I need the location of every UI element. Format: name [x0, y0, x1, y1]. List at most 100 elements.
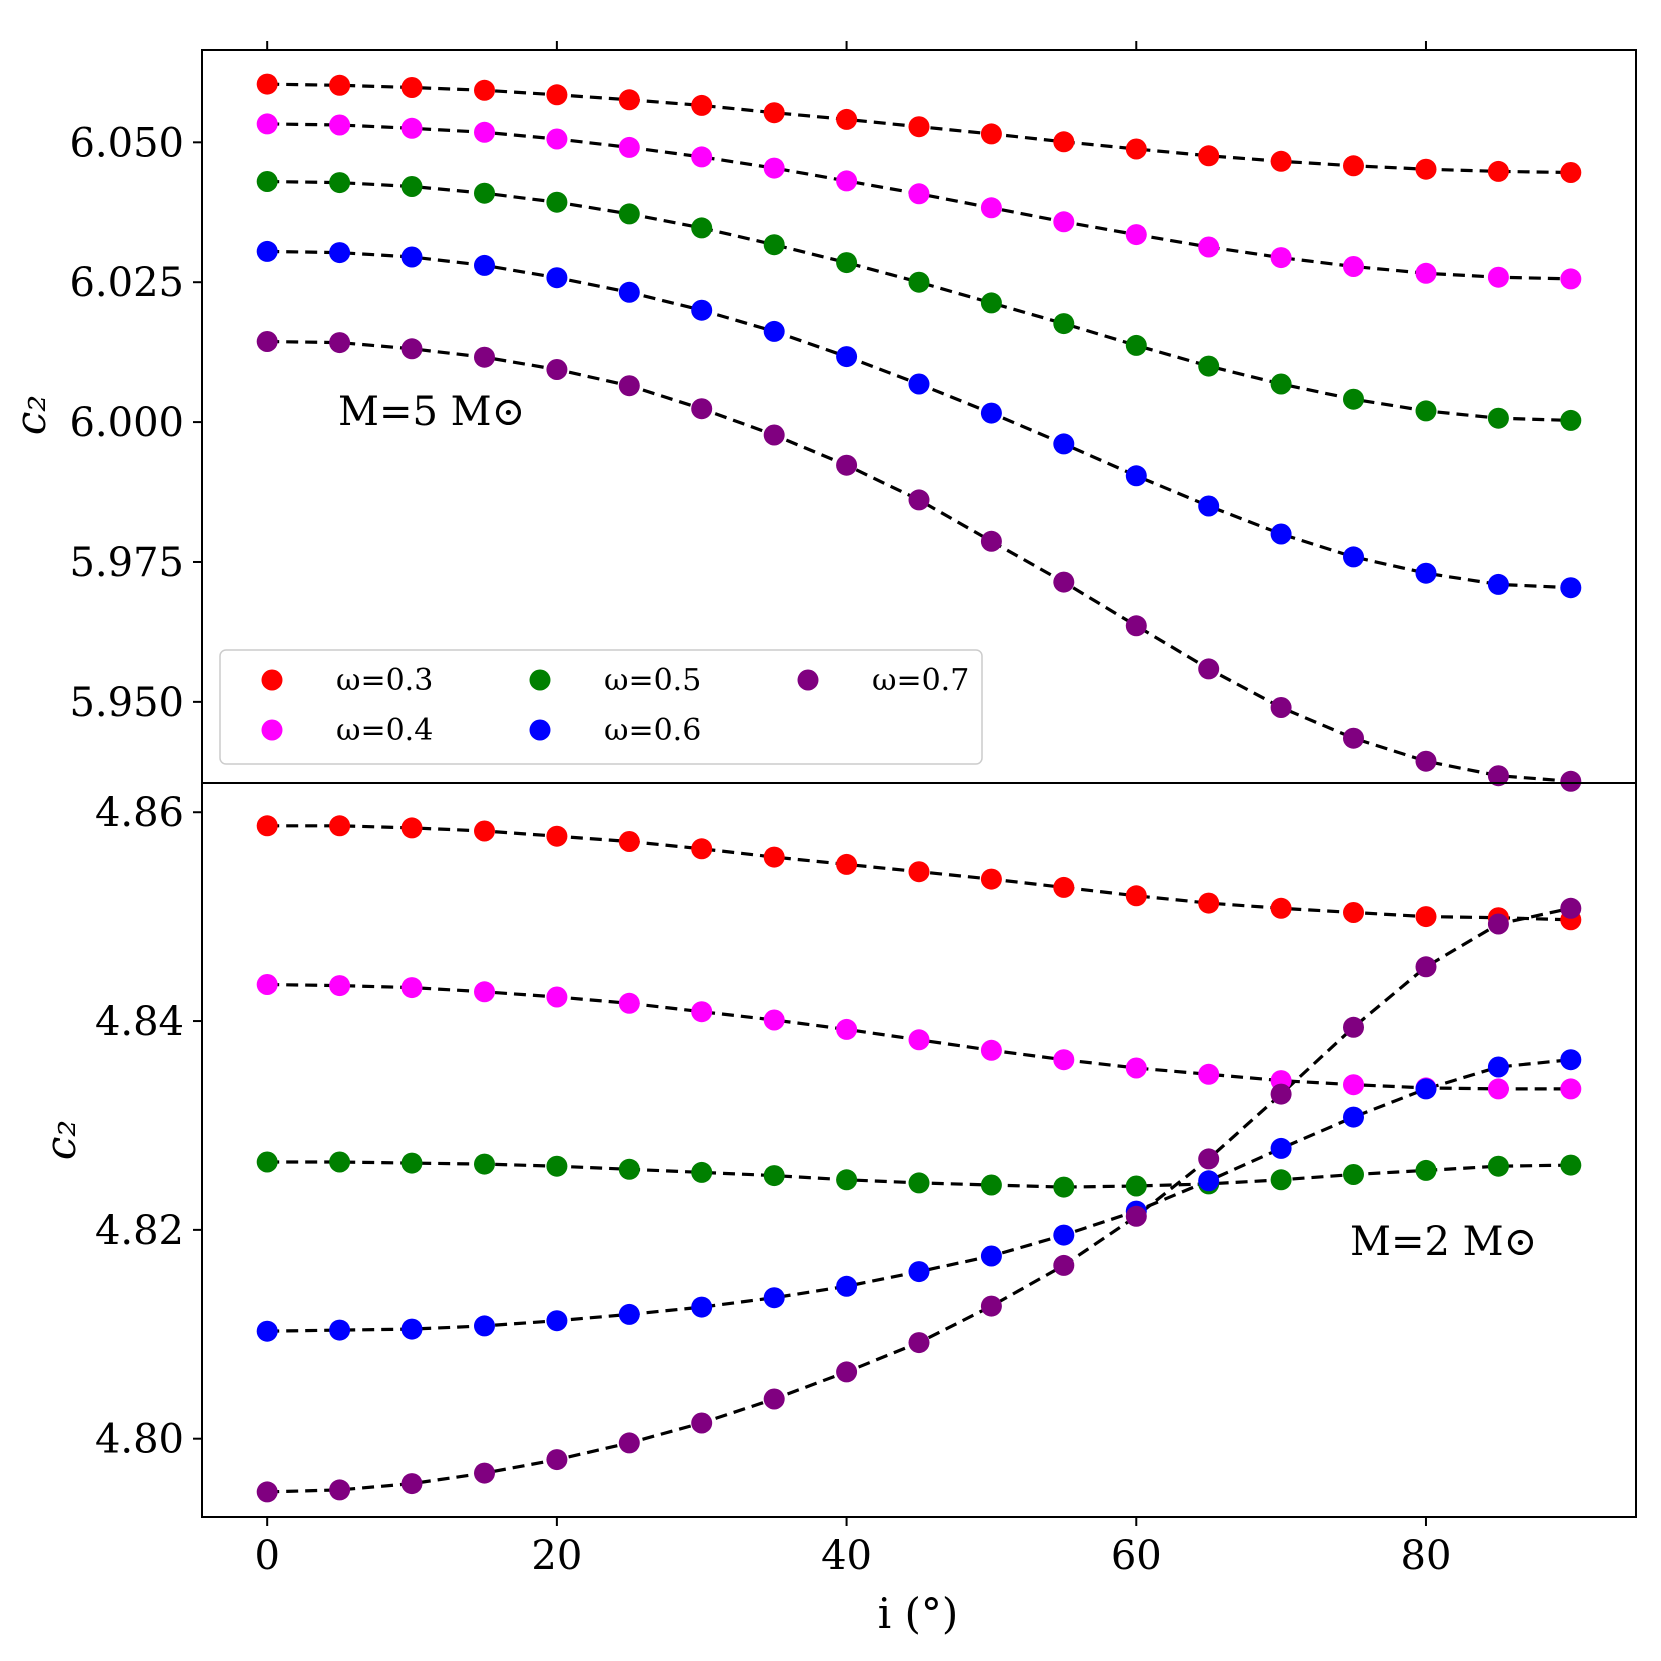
data-point-top-4-8 [836, 454, 858, 476]
data-point-bot-2-11 [1053, 1176, 1075, 1198]
data-point-bot-4-0 [256, 1481, 278, 1503]
y-tick-label: 6.025 [69, 260, 184, 306]
data-point-top-3-13 [1198, 495, 1220, 517]
data-point-bot-3-14 [1270, 1137, 1292, 1159]
legend-marker-4 [797, 669, 819, 691]
data-point-bot-3-0 [256, 1320, 278, 1342]
y-tick-label: 6.000 [69, 400, 184, 446]
data-point-bot-0-1 [329, 815, 351, 837]
data-point-top-4-1 [329, 332, 351, 354]
data-point-top-0-18 [1560, 162, 1582, 183]
data-point-bot-2-16 [1415, 1159, 1437, 1181]
data-point-top-1-13 [1198, 236, 1220, 258]
data-point-bot-4-5 [618, 1432, 640, 1454]
data-point-top-3-18 [1560, 577, 1582, 599]
data-point-bot-4-12 [1125, 1205, 1147, 1227]
legend-label-1: ω=0.4 [336, 713, 433, 748]
data-point-bot-4-8 [836, 1361, 858, 1383]
data-point-bot-4-9 [908, 1332, 930, 1354]
bottom-panel: 4.80 4.82 4.84 4.86 0 20 40 60 80 M=2 M⊙ [95, 782, 1637, 1579]
data-point-bot-2-8 [836, 1169, 858, 1191]
data-point-bot-4-18 [1560, 897, 1582, 919]
data-point-bot-3-3 [474, 1315, 495, 1337]
data-point-top-3-9 [908, 373, 930, 395]
data-point-bot-4-11 [1053, 1254, 1075, 1276]
x-tick-label: 40 [821, 1533, 872, 1579]
legend-marker-3 [529, 719, 551, 741]
data-point-bot-1-0 [256, 974, 278, 995]
data-point-bot-3-4 [546, 1310, 568, 1332]
legend-marker-2 [529, 669, 551, 691]
data-point-top-2-16 [1415, 400, 1437, 422]
data-point-top-0-1 [329, 74, 351, 96]
data-point-top-1-10 [980, 197, 1002, 219]
x-tick-label: 60 [1111, 1533, 1162, 1579]
data-point-bot-4-15 [1343, 1016, 1364, 1038]
data-point-bot-3-17 [1487, 1056, 1509, 1078]
data-point-top-1-18 [1560, 268, 1582, 290]
bottom-panel-frame [201, 782, 1637, 1518]
bottom-panel-annotation: M=2 M⊙ [1350, 1219, 1537, 1265]
data-point-bot-1-1 [329, 975, 351, 997]
data-point-top-0-15 [1343, 155, 1364, 177]
data-point-bot-2-2 [401, 1152, 423, 1174]
data-point-bot-2-17 [1487, 1155, 1509, 1177]
data-point-top-4-14 [1270, 697, 1292, 718]
data-point-bot-1-12 [1125, 1057, 1147, 1079]
data-point-top-0-5 [618, 89, 640, 111]
data-point-top-0-14 [1270, 150, 1292, 172]
data-point-top-3-14 [1270, 523, 1292, 545]
data-point-top-4-12 [1125, 615, 1147, 637]
data-point-top-0-0 [256, 73, 278, 95]
data-point-top-3-15 [1343, 546, 1364, 568]
data-point-top-3-10 [980, 402, 1002, 424]
data-point-top-0-17 [1487, 160, 1509, 182]
data-point-bot-2-6 [691, 1161, 713, 1183]
x-tick-label: 20 [531, 1533, 582, 1579]
bottom-data-points [256, 815, 1582, 1503]
data-point-top-2-15 [1343, 388, 1364, 410]
data-point-bot-0-7 [763, 846, 785, 868]
data-point-bot-0-2 [401, 817, 423, 839]
legend-label-2: ω=0.5 [604, 663, 701, 698]
data-point-bot-0-14 [1270, 897, 1292, 919]
x-tick-label: 80 [1401, 1533, 1452, 1579]
data-point-bot-1-9 [908, 1029, 930, 1051]
data-point-top-1-15 [1343, 256, 1364, 277]
data-point-top-2-13 [1198, 355, 1220, 377]
legend-label-4: ω=0.7 [872, 663, 969, 698]
data-point-top-3-2 [401, 246, 423, 268]
data-point-top-0-12 [1125, 138, 1147, 160]
legend-label-0: ω=0.3 [336, 663, 433, 698]
data-point-bot-0-6 [691, 838, 713, 860]
legend-marker-1 [261, 719, 283, 741]
data-point-top-2-14 [1270, 373, 1292, 395]
data-point-bot-0-8 [836, 853, 858, 875]
data-point-top-3-7 [763, 320, 785, 342]
y-tick-label: 4.84 [95, 999, 184, 1045]
data-point-bot-3-11 [1053, 1224, 1075, 1246]
data-point-top-3-1 [329, 242, 351, 264]
data-point-top-2-7 [763, 234, 785, 256]
data-point-top-0-6 [691, 94, 713, 116]
data-point-top-0-8 [836, 108, 858, 130]
data-point-bot-4-17 [1487, 913, 1509, 935]
data-point-top-0-11 [1053, 131, 1075, 153]
data-point-top-1-16 [1415, 262, 1437, 284]
data-point-bot-0-13 [1198, 892, 1220, 914]
data-point-bot-1-2 [401, 977, 423, 999]
data-point-bot-1-13 [1198, 1063, 1220, 1085]
legend-box [219, 649, 983, 765]
data-point-bot-1-7 [763, 1009, 785, 1031]
data-point-bot-3-5 [618, 1303, 640, 1325]
data-point-bot-0-0 [256, 815, 278, 837]
data-point-bot-1-10 [980, 1039, 1002, 1061]
y-tick-label: 5.950 [69, 680, 184, 726]
data-point-top-3-5 [618, 281, 640, 303]
data-point-top-2-8 [836, 252, 858, 274]
data-point-bot-1-4 [546, 986, 568, 1008]
data-point-top-1-7 [763, 157, 785, 179]
data-point-bot-0-10 [980, 868, 1002, 890]
data-point-top-4-9 [908, 489, 930, 511]
top-y-ticks: 5.950 5.975 6.000 6.025 6.050 [69, 120, 202, 726]
